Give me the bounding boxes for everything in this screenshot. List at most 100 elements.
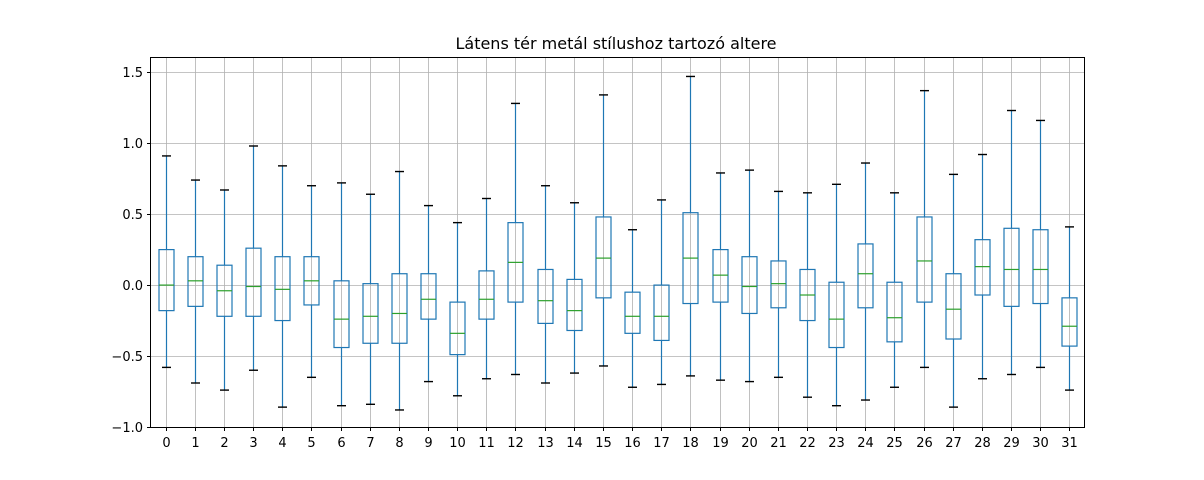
box-4 [274,165,291,408]
iqr-box [420,273,437,320]
iqr-box [974,239,991,296]
box-24 [857,162,874,401]
iqr-box [1032,229,1049,305]
x-tick-label: 28 [974,436,991,451]
x-tick-label: 22 [799,436,816,451]
chart-title: Látens tér metál stílushoz tartozó alter… [455,34,776,53]
iqr-box [362,283,379,344]
x-tick-label: 25 [886,436,903,451]
iqr-box [741,256,758,315]
box-21 [770,190,787,379]
x-tick-label: 14 [566,436,583,451]
box-9 [420,204,437,383]
box-15 [595,94,612,367]
x-tick-label: 17 [653,436,670,451]
box-20 [741,169,758,383]
x-tick-label: 26 [916,436,933,451]
iqr-box [1003,227,1020,307]
iqr-box [886,281,903,343]
box-16 [624,229,641,388]
x-tick-label: 31 [1061,436,1078,451]
x-tick-label: 19 [712,436,729,451]
x-tick-label: 11 [478,436,495,451]
box-17 [653,199,670,386]
x-tick-label: 1 [191,436,199,451]
x-tick-label: 21 [770,436,787,451]
box-1 [187,179,204,384]
box-12 [507,102,524,376]
box-11 [478,197,495,380]
x-tick-label: 16 [624,436,641,451]
box-0 [158,155,175,369]
x-tick-label: 8 [395,436,403,451]
y-tick-label: 1.5 [122,66,143,81]
box-28 [974,153,991,380]
x-tick-label: 15 [595,436,612,451]
x-tick-label: 18 [682,436,699,451]
iqr-box [274,256,291,322]
x-tick-label: 27 [945,436,962,451]
box-23 [828,183,845,407]
box-14 [566,202,583,374]
iqr-box [158,248,175,312]
y-tick-label: −1.0 [111,421,143,436]
x-tick-label: 23 [828,436,845,451]
iqr-box [595,216,612,299]
box-26 [916,89,933,369]
x-tick-label: 30 [1032,436,1049,451]
x-tick-label: 3 [249,436,257,451]
iqr-box [537,268,554,324]
iqr-box [770,260,787,309]
box-7 [362,193,379,405]
iqr-box [857,243,874,309]
iqr-box [245,247,262,317]
iqr-box [1061,297,1078,347]
box-22 [799,192,816,398]
x-tick-label: 2 [220,436,228,451]
boxes [158,75,1078,411]
x-tick-label: 24 [857,436,874,451]
y-tick-label: 0.5 [122,208,143,223]
box-13 [537,185,554,384]
x-tick-label: 10 [449,436,466,451]
iqr-box [333,280,350,349]
x-tick-label: 13 [537,436,554,451]
x-tick-label: 20 [741,436,758,451]
box-5 [303,185,320,379]
box-25 [886,192,903,388]
box-30 [1032,119,1049,369]
box-3 [245,145,262,371]
x-tick-label: 4 [278,436,286,451]
box-6 [333,182,350,407]
iqr-box [828,281,845,349]
box-18 [682,75,699,377]
iqr-box [624,291,641,334]
y-tick-label: 1.0 [122,137,143,152]
x-tick-label: 12 [507,436,524,451]
x-tick-label: 9 [424,436,432,451]
x-tick-label: 7 [366,436,374,451]
x-tick-label: 5 [307,436,315,451]
iqr-box [566,278,583,332]
x-tick-label: 29 [1003,436,1020,451]
box-27 [945,173,962,408]
x-tick-label: 6 [337,436,345,451]
iqr-box [478,270,495,320]
iqr-box [916,216,933,303]
box-19 [712,172,729,381]
y-tick-label: −0.5 [111,350,143,365]
box-8 [391,170,408,411]
plot-frame [150,57,1085,428]
iqr-box [391,273,408,344]
y-tick-label: 0.0 [122,279,143,294]
box-2 [216,189,233,391]
x-tick-label: 0 [162,436,170,451]
box-29 [1003,109,1020,376]
iqr-box [712,248,729,303]
box-31 [1061,226,1078,391]
iqr-box [449,301,466,356]
axes: −1.0−0.50.00.51.01.50 1 2 3 4 5 6 7 8 9 10 11 12 13 14… [111,66,1077,451]
box-10 [449,221,466,397]
